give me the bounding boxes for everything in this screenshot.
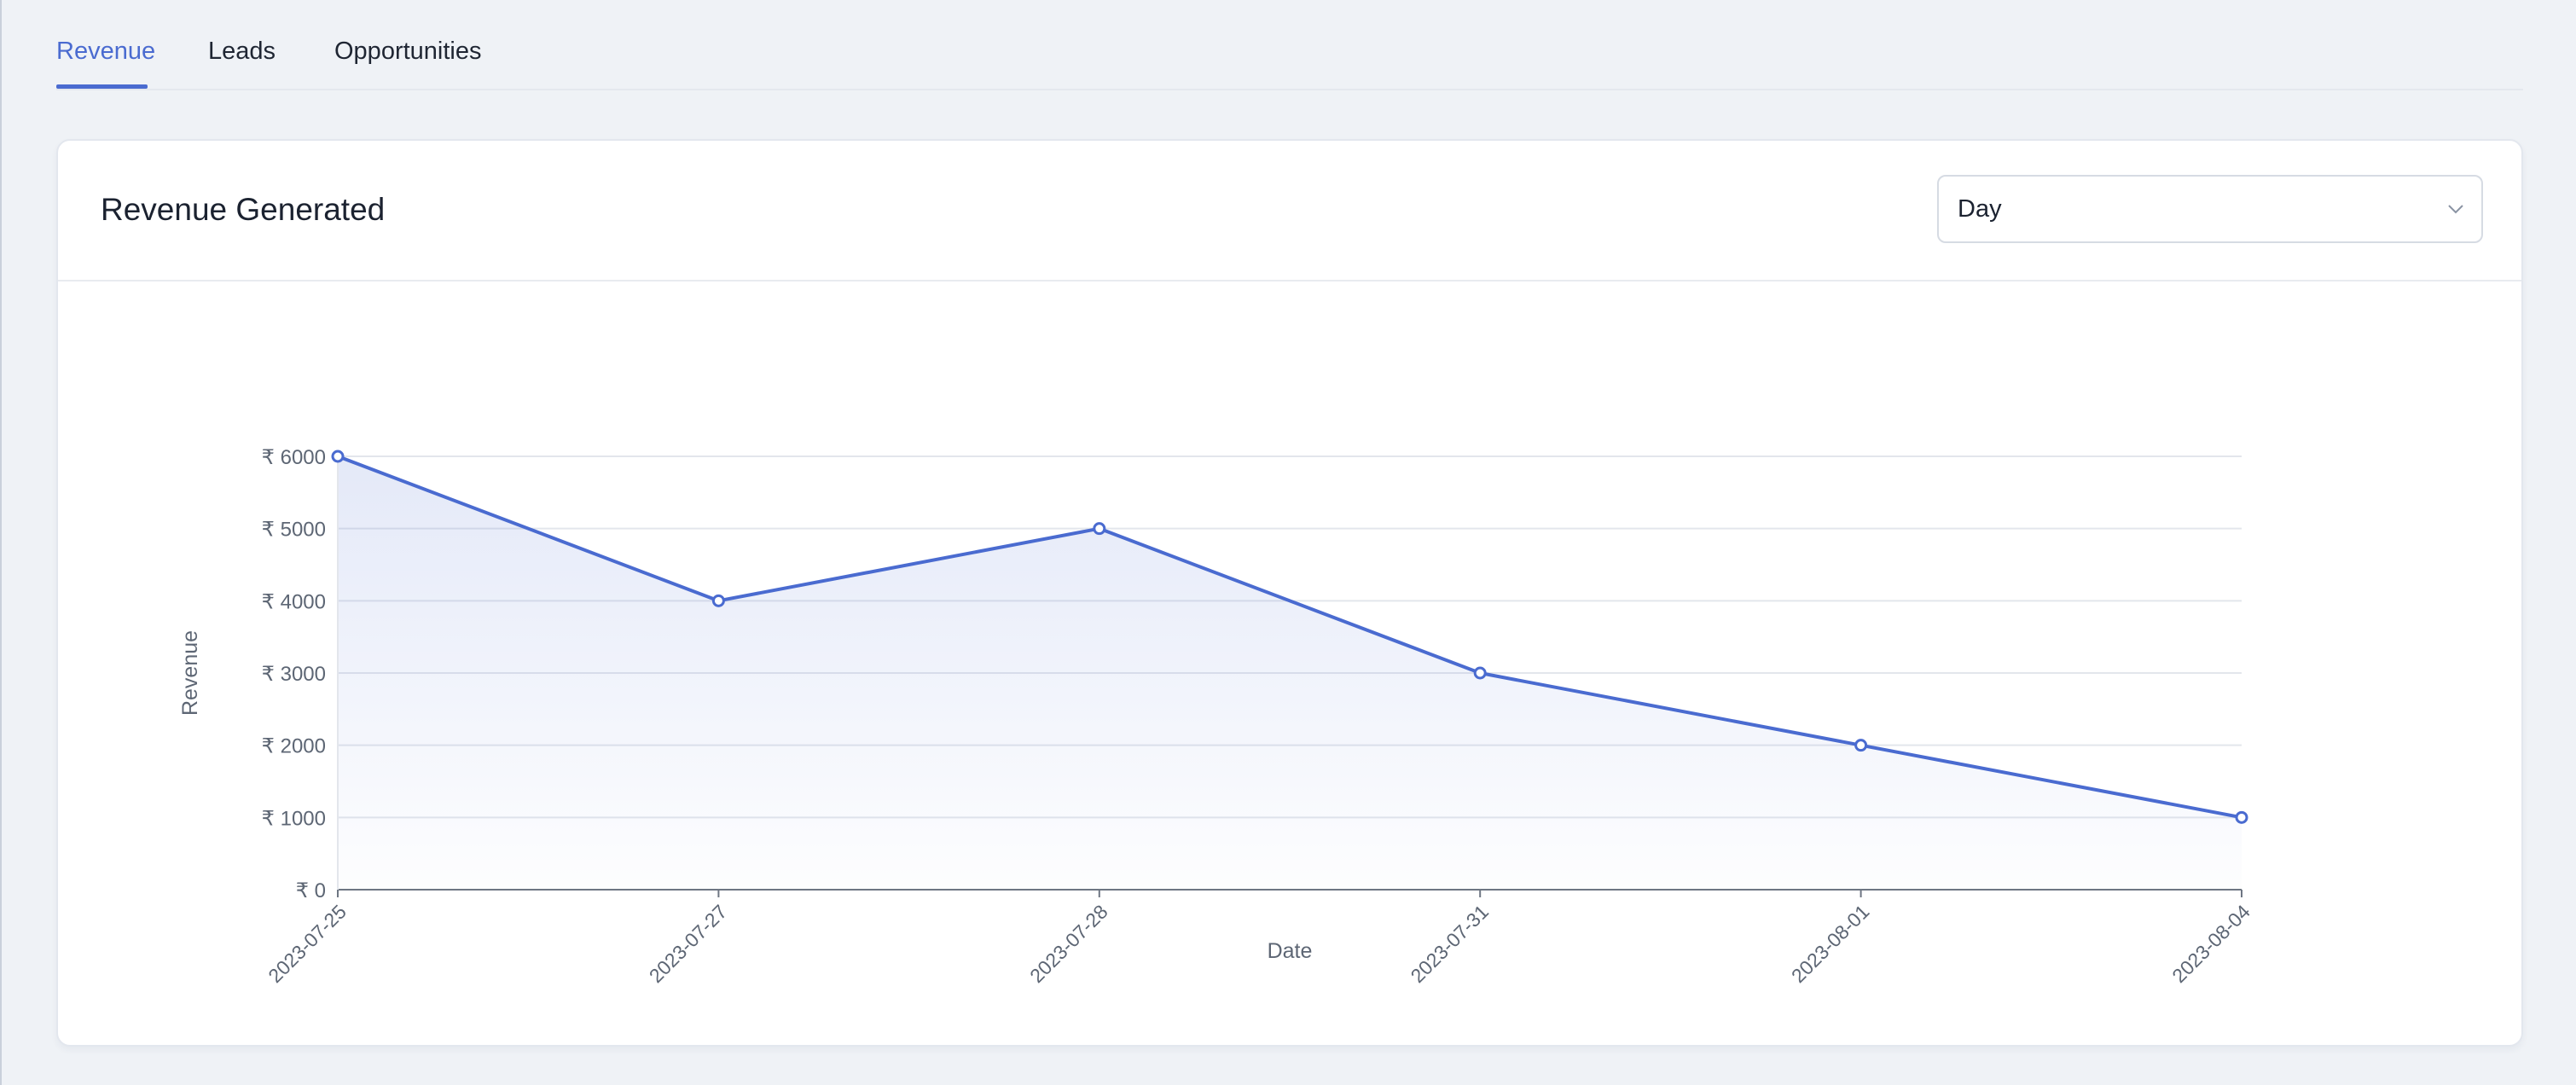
y-tick-label: ₹ 4000 <box>262 590 326 613</box>
y-tick-label: ₹ 2000 <box>262 735 326 758</box>
tab-opportunities[interactable]: Opportunities <box>334 38 482 65</box>
card-title: Revenue Generated <box>101 192 386 227</box>
card-header: Revenue Generated Day <box>58 141 2521 281</box>
x-tick-label: 2023-08-01 <box>1787 901 1874 988</box>
y-axis-title: Revenue <box>178 630 202 716</box>
data-point <box>1473 666 1487 680</box>
revenue-line <box>337 455 2242 820</box>
x-tick-label: 2023-07-31 <box>1407 901 1494 988</box>
x-tick-label: 2023-07-28 <box>1025 901 1112 988</box>
active-tab-indicator <box>56 84 148 89</box>
data-point <box>1854 739 1868 752</box>
data-point <box>1093 522 1106 536</box>
x-tick-label: 2023-08-04 <box>2167 900 2254 987</box>
data-point <box>331 450 345 463</box>
y-tick-label: ₹ 0 <box>296 879 326 902</box>
data-point <box>711 594 725 607</box>
x-axis-title: Date <box>1268 939 1313 963</box>
revenue-area-fill <box>338 456 2242 890</box>
tab-bar: Revenue Leads Opportunities <box>56 0 2523 90</box>
y-tick-label: ₹ 3000 <box>262 663 326 686</box>
y-tick-label: ₹ 1000 <box>262 807 326 830</box>
chevron-down-icon <box>2445 199 2466 219</box>
period-select-value: Day <box>1958 195 2002 223</box>
tab-revenue[interactable]: Revenue <box>56 38 156 65</box>
x-tick-label: 2023-07-27 <box>645 901 732 988</box>
period-select[interactable]: Day <box>1937 175 2483 243</box>
y-tick-label: ₹ 6000 <box>262 446 326 469</box>
x-tick-label: 2023-07-25 <box>264 901 351 988</box>
revenue-chart: ₹ 0 ₹ 1000 ₹ 2000 ₹ 3000 ₹ 4000 ₹ 5000 ₹ 6000 2… <box>56 139 2523 1047</box>
data-point <box>2235 810 2248 824</box>
y-tick-label: ₹ 5000 <box>262 519 326 542</box>
revenue-chart-svg: ₹ 0 ₹ 1000 ₹ 2000 ₹ 3000 ₹ 4000 ₹ 5000 ₹ 6000 2… <box>178 446 2254 988</box>
tab-leads[interactable]: Leads <box>208 38 276 65</box>
